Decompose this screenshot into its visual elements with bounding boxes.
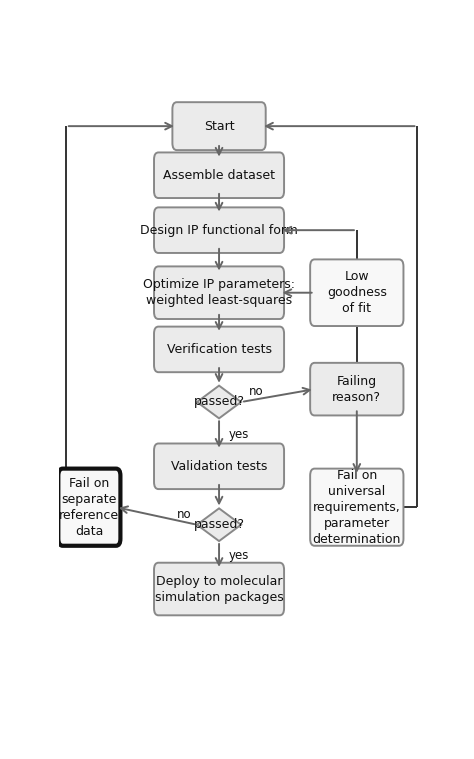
Text: no: no — [177, 508, 191, 521]
Text: Assemble dataset: Assemble dataset — [163, 168, 275, 181]
Polygon shape — [197, 386, 241, 418]
Text: Fail on
universal
requirements,
parameter
determination: Fail on universal requirements, paramete… — [313, 469, 401, 546]
FancyBboxPatch shape — [310, 468, 403, 546]
Text: yes: yes — [228, 428, 248, 441]
Text: yes: yes — [228, 549, 248, 562]
Text: Optimize IP parameters:
weighted least-squares: Optimize IP parameters: weighted least-s… — [143, 279, 295, 307]
Text: Deploy to molecular
simulation packages: Deploy to molecular simulation packages — [155, 575, 283, 603]
Text: Validation tests: Validation tests — [171, 460, 267, 473]
FancyBboxPatch shape — [310, 363, 403, 415]
FancyBboxPatch shape — [58, 468, 120, 546]
Text: no: no — [248, 385, 263, 398]
FancyBboxPatch shape — [154, 266, 284, 319]
FancyBboxPatch shape — [154, 326, 284, 372]
Text: passed?: passed? — [193, 395, 245, 408]
FancyBboxPatch shape — [173, 102, 266, 150]
FancyBboxPatch shape — [154, 562, 284, 616]
FancyBboxPatch shape — [154, 443, 284, 489]
Text: Start: Start — [204, 120, 234, 133]
Text: Failing
reason?: Failing reason? — [332, 375, 381, 404]
Text: Low
goodness
of fit: Low goodness of fit — [327, 270, 387, 315]
Text: passed?: passed? — [193, 518, 245, 531]
Text: Verification tests: Verification tests — [166, 343, 272, 356]
Polygon shape — [197, 509, 241, 541]
FancyBboxPatch shape — [154, 207, 284, 253]
Text: Design IP functional form: Design IP functional form — [140, 224, 298, 237]
FancyBboxPatch shape — [154, 153, 284, 198]
Text: Fail on
separate
reference
data: Fail on separate reference data — [59, 477, 119, 537]
FancyBboxPatch shape — [310, 260, 403, 326]
